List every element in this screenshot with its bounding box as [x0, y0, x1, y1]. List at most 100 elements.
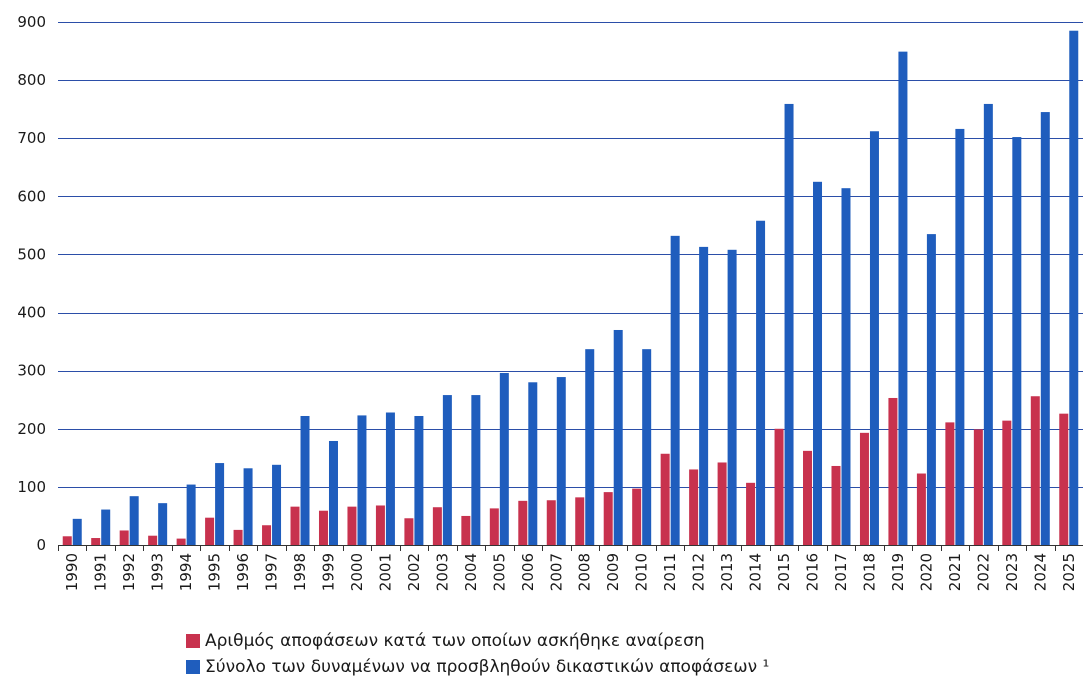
legend-swatch-appeals: [186, 634, 200, 648]
x-tick-label: 1992: [120, 553, 138, 591]
bar-appeals-1992: [119, 530, 129, 545]
y-tick-label: 800: [17, 71, 46, 89]
x-tick-label: 2002: [405, 553, 423, 591]
bar-total-2009: [613, 329, 623, 545]
bar-total-2022: [983, 103, 993, 545]
bar-total-2013: [727, 249, 737, 545]
x-tick-label: 2013: [718, 553, 736, 591]
bar-total-2004: [471, 395, 481, 545]
y-tick-label: 900: [17, 13, 46, 31]
bar-total-2003: [442, 395, 452, 545]
bar-total-2008: [585, 349, 595, 545]
bar-total-2001: [385, 412, 395, 545]
legend-item-appeals: Αριθμός αποφάσεων κατά των οποίων ασκήθη…: [186, 628, 769, 654]
x-tick-label: 2003: [433, 553, 451, 591]
bar-appeals-2021: [945, 422, 955, 545]
legend: Αριθμός αποφάσεων κατά των οποίων ασκήθη…: [186, 628, 769, 680]
x-tick-label: 2022: [974, 553, 992, 591]
bar-appeals-2024: [1030, 396, 1040, 545]
bar-appeals-2015: [774, 428, 784, 545]
bar-appeals-2003: [432, 507, 442, 545]
x-tick-label: 2014: [747, 553, 765, 591]
x-tick-label: 2007: [547, 553, 565, 591]
x-tick-label: 1998: [291, 553, 309, 591]
y-axis-tick-labels: 0 100 200 300 400 500 600 700 800 900: [17, 13, 46, 554]
bar-total-2017: [841, 188, 851, 545]
x-tick-label: 1991: [92, 553, 110, 591]
bar-appeals-2020: [916, 473, 926, 545]
y-tick-label: 100: [17, 478, 46, 496]
bar-appeals-2025: [1059, 413, 1069, 545]
x-tick-label: 2024: [1031, 553, 1049, 591]
x-tick-label: 2019: [889, 553, 907, 591]
bars: [62, 30, 1079, 546]
bar-total-2011: [670, 235, 680, 546]
x-tick-label: 2025: [1060, 553, 1078, 591]
y-tick-label: 600: [17, 187, 46, 205]
y-tick-label: 0: [36, 536, 46, 554]
bar-appeals-1996: [233, 529, 243, 545]
bar-appeals-1993: [148, 535, 158, 545]
bar-appeals-2007: [546, 500, 556, 545]
bar-total-2024: [1040, 112, 1050, 546]
x-tick-label: 2008: [576, 553, 594, 591]
x-tick-label: 2010: [633, 553, 651, 591]
x-tick-label: 2012: [690, 553, 708, 591]
bar-total-2000: [357, 415, 367, 545]
x-tick-label: 2009: [604, 553, 622, 591]
bar-appeals-2002: [404, 518, 414, 545]
bar-appeals-1995: [205, 517, 215, 545]
x-tick-label: 2023: [1003, 553, 1021, 591]
bar-total-2021: [955, 128, 965, 545]
bar-appeals-2005: [489, 508, 499, 545]
y-tick-label: 400: [17, 304, 46, 322]
bar-total-2010: [642, 349, 652, 545]
x-tick-label: 1997: [263, 553, 281, 591]
bar-appeals-2010: [632, 488, 642, 545]
x-tick-label: 2000: [348, 553, 366, 591]
x-tick-label: 1994: [177, 553, 195, 591]
legend-swatch-total: [186, 660, 200, 674]
x-tick-label: 1996: [234, 553, 252, 591]
x-tick-label: 2020: [917, 553, 935, 591]
bar-appeals-1994: [176, 538, 186, 545]
y-tick-label: 200: [17, 420, 46, 438]
legend-label-appeals: Αριθμός αποφάσεων κατά των οποίων ασκήθη…: [205, 631, 705, 651]
bar-total-1995: [215, 463, 225, 545]
bar-total-1994: [186, 484, 196, 545]
bar-total-1990: [72, 518, 82, 545]
x-tick-label: 2006: [519, 553, 537, 591]
x-tick-label: 2021: [946, 553, 964, 591]
bar-total-1997: [272, 464, 282, 545]
bar-appeals-2004: [461, 515, 471, 545]
x-axis: [58, 545, 1083, 551]
bar-total-2015: [784, 103, 794, 545]
bar-total-2016: [813, 181, 823, 546]
bar-appeals-2017: [831, 465, 841, 545]
bar-appeals-2006: [518, 500, 528, 545]
x-tick-label: 2005: [490, 553, 508, 591]
bar-appeals-1997: [262, 525, 272, 545]
bar-total-1993: [158, 503, 168, 545]
bar-appeals-2014: [746, 482, 756, 545]
x-tick-label: 2016: [804, 553, 822, 591]
bar-appeals-2018: [859, 432, 869, 545]
bar-total-2005: [499, 372, 509, 545]
x-tick-label: 1999: [319, 553, 337, 591]
y-tick-label: 700: [17, 129, 46, 147]
bar-total-2020: [926, 234, 936, 545]
x-tick-label: 2011: [661, 553, 679, 591]
y-tick-label: 300: [17, 362, 46, 380]
bar-appeals-2013: [717, 462, 727, 545]
bar-total-2007: [556, 377, 566, 545]
bar-total-1998: [300, 415, 310, 545]
bar-appeals-2011: [660, 453, 670, 545]
bar-total-2019: [898, 51, 908, 546]
bar-total-2014: [756, 220, 766, 546]
bar-appeals-1991: [91, 538, 101, 545]
bar-appeals-2019: [888, 397, 898, 545]
bar-appeals-2009: [603, 492, 613, 545]
x-tick-label: 2004: [462, 553, 480, 591]
bar-total-2002: [414, 415, 424, 545]
